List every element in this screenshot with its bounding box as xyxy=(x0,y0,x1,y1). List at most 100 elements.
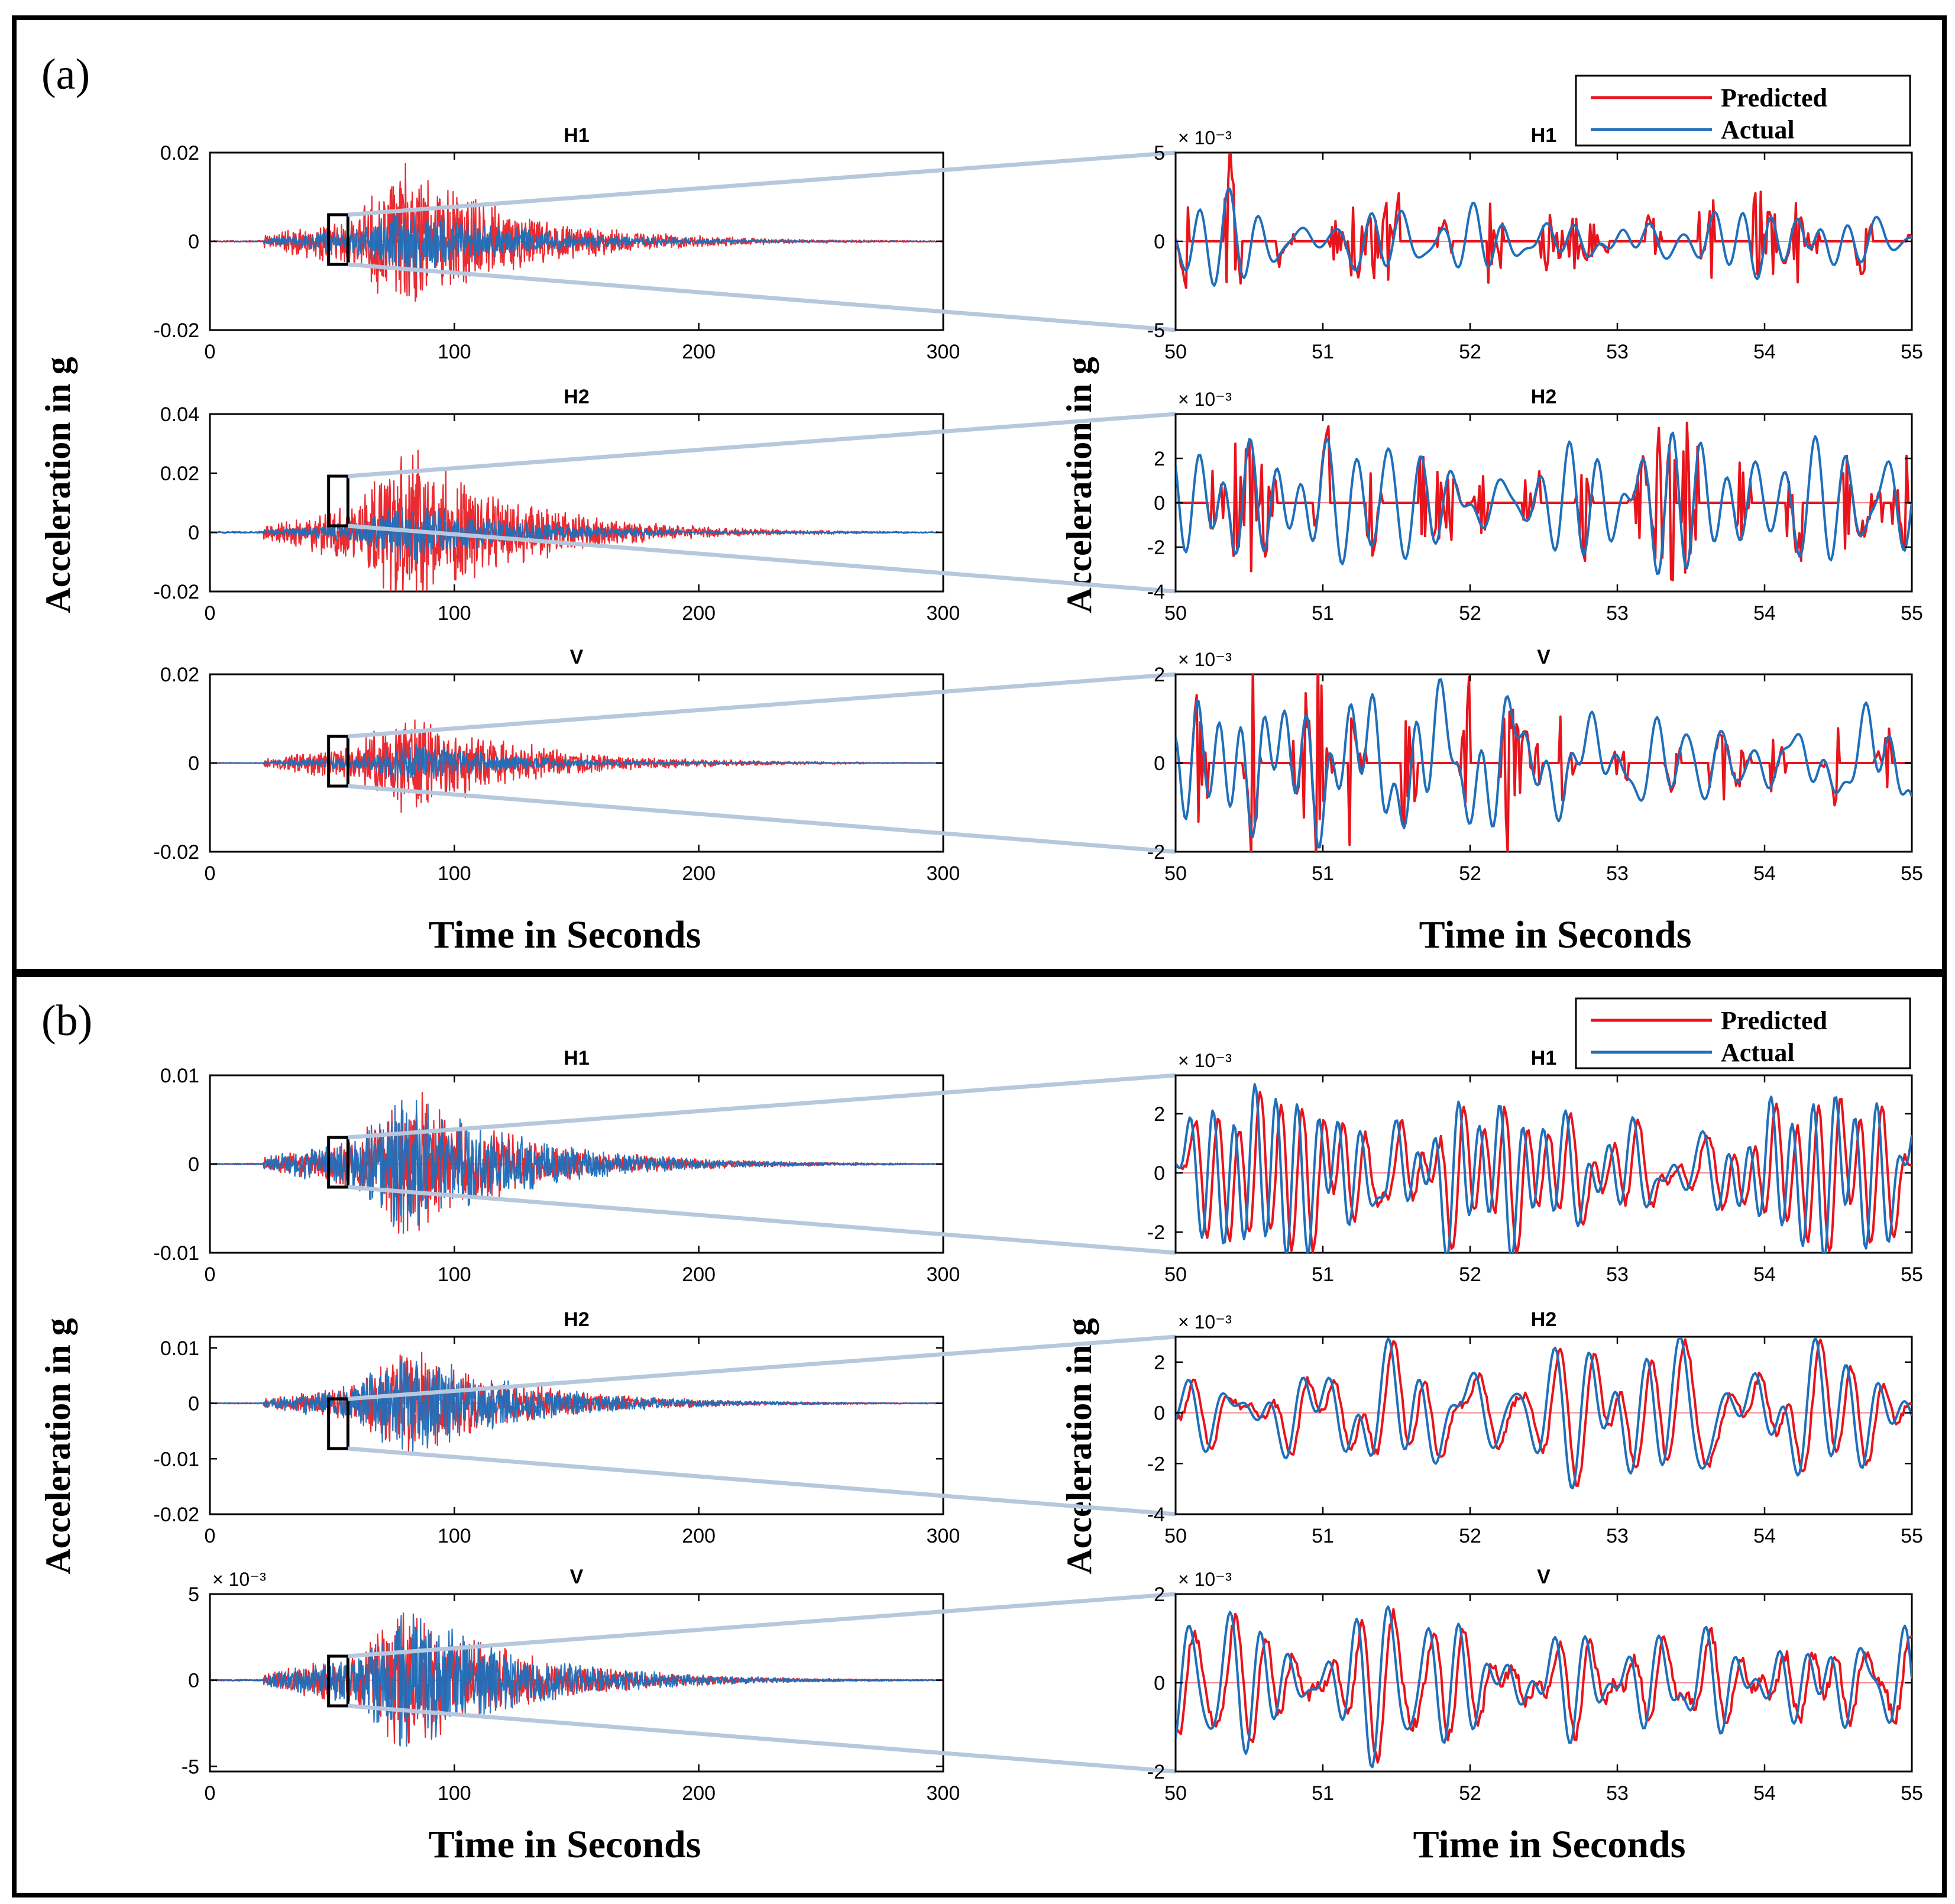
x-tick-label: 55 xyxy=(1901,602,1923,625)
subplot-1: -5 0 5 50 51 52 53 54 55 H1 × 10⁻³ xyxy=(1147,124,1923,363)
xlabel-b-right: Time in Seconds xyxy=(1413,1823,1686,1866)
zoom-connector-top xyxy=(348,150,1176,217)
y-tick-label: 0 xyxy=(1154,492,1165,515)
x-tick-label: 300 xyxy=(927,602,960,625)
x-tick-label: 53 xyxy=(1606,862,1629,885)
y-tick-label: 0 xyxy=(188,752,199,775)
x-tick-label: 100 xyxy=(438,1782,471,1805)
series-predicted xyxy=(1176,1338,1912,1487)
zoom-connector-top xyxy=(348,1592,1176,1659)
traces xyxy=(1176,674,1912,852)
x-tick-label: 50 xyxy=(1164,862,1187,885)
traces xyxy=(1176,1605,1912,1769)
x-tick-label: 54 xyxy=(1753,1525,1776,1547)
y-tick-label: 0.02 xyxy=(160,463,199,485)
series-actual xyxy=(1176,1605,1912,1769)
x-tick-label: 50 xyxy=(1164,1525,1187,1547)
exponent-label: × 10⁻³ xyxy=(1178,389,1232,410)
y-tick-label: 0 xyxy=(188,1670,199,1692)
x-tick-label: 53 xyxy=(1606,602,1629,625)
y-tick-label: 0 xyxy=(188,522,199,544)
traces xyxy=(210,163,943,302)
subplot-title: H2 xyxy=(1531,1308,1556,1331)
x-tick-label: 54 xyxy=(1753,1263,1776,1286)
y-tick-label: 2 xyxy=(1154,1103,1165,1126)
x-tick-label: 50 xyxy=(1164,602,1187,625)
series-actual xyxy=(1176,1337,1912,1490)
x-tick-label: 300 xyxy=(927,341,960,363)
series-predicted xyxy=(1176,1608,1912,1764)
zoom-connector-top xyxy=(348,672,1176,739)
panel-b-frame xyxy=(12,972,1947,1897)
x-tick-label: 200 xyxy=(682,862,716,885)
y-tick-label: -4 xyxy=(1147,581,1165,603)
traces xyxy=(210,450,943,591)
zoom-connector-top xyxy=(348,1073,1176,1140)
series-actual xyxy=(210,744,943,783)
x-tick-label: 53 xyxy=(1606,1263,1629,1286)
x-tick-label: 100 xyxy=(438,1525,471,1547)
y-tick-label: -0.02 xyxy=(154,1504,200,1526)
series-actual xyxy=(210,1613,943,1747)
y-tick-label: 2 xyxy=(1154,448,1165,470)
y-tick-label: 0.04 xyxy=(160,403,199,426)
subplot-9: -4 -2 0 2 50 51 52 53 54 55 H2 × 10⁻³ xyxy=(1147,1308,1923,1547)
series-actual xyxy=(210,209,943,275)
x-tick-label: 50 xyxy=(1164,341,1187,363)
y-tick-label: -5 xyxy=(182,1756,199,1778)
legend-b-predicted-label: Predicted xyxy=(1721,1006,1827,1035)
xlabel-a-left: Time in Seconds xyxy=(429,913,701,956)
zoom-connector-bottom xyxy=(348,784,1176,854)
series-actual xyxy=(1176,678,1912,849)
series-predicted xyxy=(1176,1091,1912,1253)
zoom-window-marker xyxy=(327,213,349,266)
x-tick-label: 200 xyxy=(682,1782,716,1805)
y-tick-label: -5 xyxy=(1147,319,1165,342)
subplot-7: -2 0 2 50 51 52 53 54 55 H1 × 10⁻³ xyxy=(1147,1047,1923,1286)
y-tick-label: 0 xyxy=(1154,752,1165,775)
zoom-connector-bottom xyxy=(348,1185,1176,1255)
x-tick-label: 100 xyxy=(438,1263,471,1286)
subplot-title: H1 xyxy=(1531,124,1556,147)
x-tick-label: 53 xyxy=(1606,1525,1629,1547)
series-actual xyxy=(1176,431,1912,575)
series-actual xyxy=(210,507,943,563)
subplot-title: H2 xyxy=(564,386,589,408)
y-tick-label: 2 xyxy=(1154,664,1165,686)
x-tick-label: 52 xyxy=(1459,1525,1481,1547)
exponent-label: × 10⁻³ xyxy=(1178,1569,1232,1590)
exponent-label: × 10⁻³ xyxy=(1178,1311,1232,1333)
y-tick-label: 0.02 xyxy=(160,142,199,164)
y-tick-label: 0 xyxy=(188,231,199,253)
subplot-title: V xyxy=(570,1566,584,1588)
x-tick-label: 0 xyxy=(205,1263,216,1286)
subplot-3: -4 -2 0 2 50 51 52 53 54 55 H2 × 10⁻³ xyxy=(1147,386,1923,625)
subplot-title: H1 xyxy=(1531,1047,1556,1069)
x-tick-label: 200 xyxy=(682,1525,716,1547)
legend-a: Predicted Actual xyxy=(1575,75,1911,147)
x-tick-label: 52 xyxy=(1459,862,1481,885)
exponent-label: × 10⁻³ xyxy=(1178,1050,1232,1071)
xlabel-a-right: Time in Seconds xyxy=(1419,913,1692,956)
y-tick-label: -0.01 xyxy=(154,1242,200,1265)
x-tick-label: 55 xyxy=(1901,341,1923,363)
x-tick-label: 51 xyxy=(1312,1263,1334,1286)
y-tick-label: -0.02 xyxy=(154,841,200,864)
x-tick-label: 0 xyxy=(205,341,216,363)
series-actual xyxy=(1176,187,1912,287)
series-actual xyxy=(1176,1083,1912,1253)
ylabel-a-left: Acceleration in g xyxy=(38,357,77,613)
x-tick-label: 54 xyxy=(1753,862,1776,885)
zoom-connector-bottom xyxy=(348,262,1176,332)
x-tick-label: 55 xyxy=(1901,1263,1923,1286)
y-tick-label: -2 xyxy=(1147,1221,1165,1244)
y-tick-label: 2 xyxy=(1154,1583,1165,1606)
zoom-window-marker xyxy=(327,474,349,528)
x-tick-label: 54 xyxy=(1753,602,1776,625)
